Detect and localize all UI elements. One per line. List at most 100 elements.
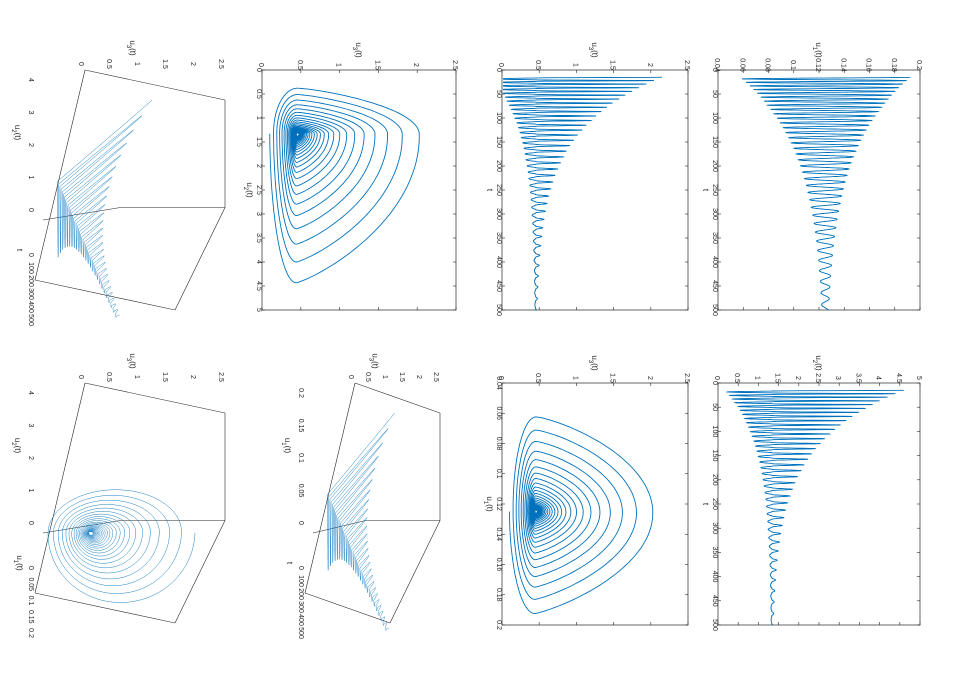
tick-label-u3: 2 — [189, 62, 196, 66]
series-line-3d — [327, 412, 395, 631]
tick-label-bottom: 0 — [297, 566, 304, 570]
panel-p1: 0 50 100 150 200 250 300 350 400 450 500 0.04 0.06 0.… — [701, 42, 922, 316]
tick-label-u3: 1.5 — [398, 372, 405, 382]
y-tick-label: 3.5 — [854, 373, 861, 383]
x-tick-label: 100 — [711, 426, 718, 438]
y-tick-label: 4 — [875, 376, 882, 380]
x-tick-label: 1 — [255, 116, 262, 120]
x-tick-label: 2 — [255, 164, 262, 168]
tick-label-side: 0.1 — [297, 453, 304, 463]
x-tick-label: 100 — [711, 112, 718, 124]
y-tick-label: 0.06 — [738, 58, 745, 72]
y-tick-label: 1.5 — [373, 60, 380, 70]
axis-edge — [34, 69, 86, 281]
tick-label-u3: 2.5 — [217, 372, 224, 382]
y-tick-label: 2.5 — [451, 60, 458, 70]
x-tick-label: 0.14 — [495, 527, 502, 541]
tick-label-bottom: 100 — [27, 262, 34, 274]
x-tick-label: 50 — [711, 403, 718, 411]
x-tick-label: 200 — [495, 160, 502, 172]
y-axis-label: u2(t) — [811, 355, 823, 371]
x-tick-label: 0.12 — [495, 497, 502, 511]
tick-label-side: 2 — [27, 143, 34, 147]
y-tick-label: 0.12 — [814, 58, 821, 72]
series-line — [503, 76, 663, 311]
x-tick-label: 0.18 — [495, 588, 502, 602]
x-tick-label: 350 — [711, 547, 718, 559]
tick-label-side: 0.15 — [297, 419, 304, 433]
x-axis-label: t — [701, 503, 710, 506]
tick-label-u3: 1 — [133, 62, 140, 66]
axis-edge — [304, 592, 391, 624]
tick-label-side: 0 — [27, 521, 34, 525]
y-tick-label: 0 — [713, 376, 720, 380]
y-tick-label: 0 — [497, 63, 504, 67]
panel-p7: 0 0.5 1 1.5 2 2.5 u3(t) 0.2 0.15 0.1 0.05 0 u1(t) 0 10… — [280, 353, 441, 639]
x-tick-label: 150 — [711, 136, 718, 148]
x-tick-label: 0 — [255, 68, 262, 72]
x-tick-label: 300 — [495, 208, 502, 220]
axis-label-u3: u3(t) — [125, 353, 137, 369]
series-line — [508, 416, 654, 615]
x-axis-label: u1(t) — [482, 496, 494, 512]
y-axis-label: u3(t) — [587, 42, 599, 58]
tick-label-bottom: 400 — [297, 614, 304, 626]
x-tick-label: 350 — [711, 232, 718, 244]
x-tick-label: 250 — [711, 498, 718, 510]
tick-label-bottom: 100 — [297, 575, 304, 587]
x-tick-label: 250 — [495, 184, 502, 196]
plot-frame — [717, 382, 921, 626]
y-tick-label: 0.04 — [713, 58, 720, 72]
axis-label-u3: u3(t) — [125, 40, 137, 56]
x-tick-label: 450 — [711, 280, 718, 292]
y-tick-label: 0.5 — [534, 60, 541, 70]
x-tick-label: 200 — [711, 160, 718, 172]
x-tick-label: 450 — [495, 280, 502, 292]
y-tick-label: 0.16 — [865, 58, 872, 72]
x-tick-label: 150 — [495, 136, 502, 148]
y-tick-label: 0.08 — [764, 58, 771, 72]
axis-edge — [354, 382, 441, 414]
y-tick-label: 0 — [257, 63, 264, 67]
y-tick-label: 0.5 — [534, 373, 541, 383]
y-tick-label: 1.5 — [774, 373, 781, 383]
panel-p2: 0 50 100 150 200 250 300 350 400 450 500 0 0.5 1 1.5 2 2… — [485, 42, 690, 316]
y-tick-label: 1 — [571, 376, 578, 380]
axis-edge — [389, 520, 441, 624]
tick-label-bottom: 0.2 — [27, 628, 34, 638]
tick-label-side: 0 — [27, 208, 34, 212]
y-tick-label: 1.5 — [609, 373, 616, 383]
tick-label-side: 4 — [27, 78, 34, 82]
axis-edge — [174, 207, 226, 311]
y-tick-label: 2.5 — [683, 60, 690, 70]
axis-edge — [34, 592, 176, 624]
tick-label-u3: 1.5 — [161, 59, 168, 69]
y-tick-label: 2 — [412, 63, 419, 67]
y-tick-label: 3 — [834, 376, 841, 380]
tick-label-side: 4 — [27, 391, 34, 395]
y-tick-label: 0.2 — [915, 60, 922, 70]
x-tick-label: 0.06 — [495, 406, 502, 420]
tick-label-bottom: 500 — [297, 627, 304, 639]
y-tick-label: 0.5 — [733, 373, 740, 383]
tick-label-side: 0.2 — [297, 388, 304, 398]
x-tick-label: 0.04 — [495, 376, 502, 390]
x-tick-label: 500 — [711, 304, 718, 316]
tick-label-bottom: 0.1 — [27, 596, 34, 606]
x-tick-label: 350 — [495, 232, 502, 244]
tick-label-bottom: 200 — [27, 275, 34, 287]
x-tick-label: 0.16 — [495, 558, 502, 572]
y-axis-label: u3(t) — [587, 355, 599, 371]
y-axis-label: u1(t) — [811, 42, 823, 58]
tick-label-u3: 2.5 — [217, 59, 224, 69]
x-tick-label: 4 — [255, 260, 262, 264]
x-tick-label: 0.5 — [255, 89, 262, 99]
y-tick-label: 5 — [915, 376, 922, 380]
y-axis-label: u3(t) — [351, 42, 363, 58]
x-tick-label: 2.5 — [255, 185, 262, 195]
y-tick-label: 0.5 — [296, 60, 303, 70]
y-tick-label: 1 — [335, 63, 342, 67]
tick-label-side: 3 — [27, 111, 34, 115]
axis-label-side: u2(t) — [10, 438, 22, 454]
